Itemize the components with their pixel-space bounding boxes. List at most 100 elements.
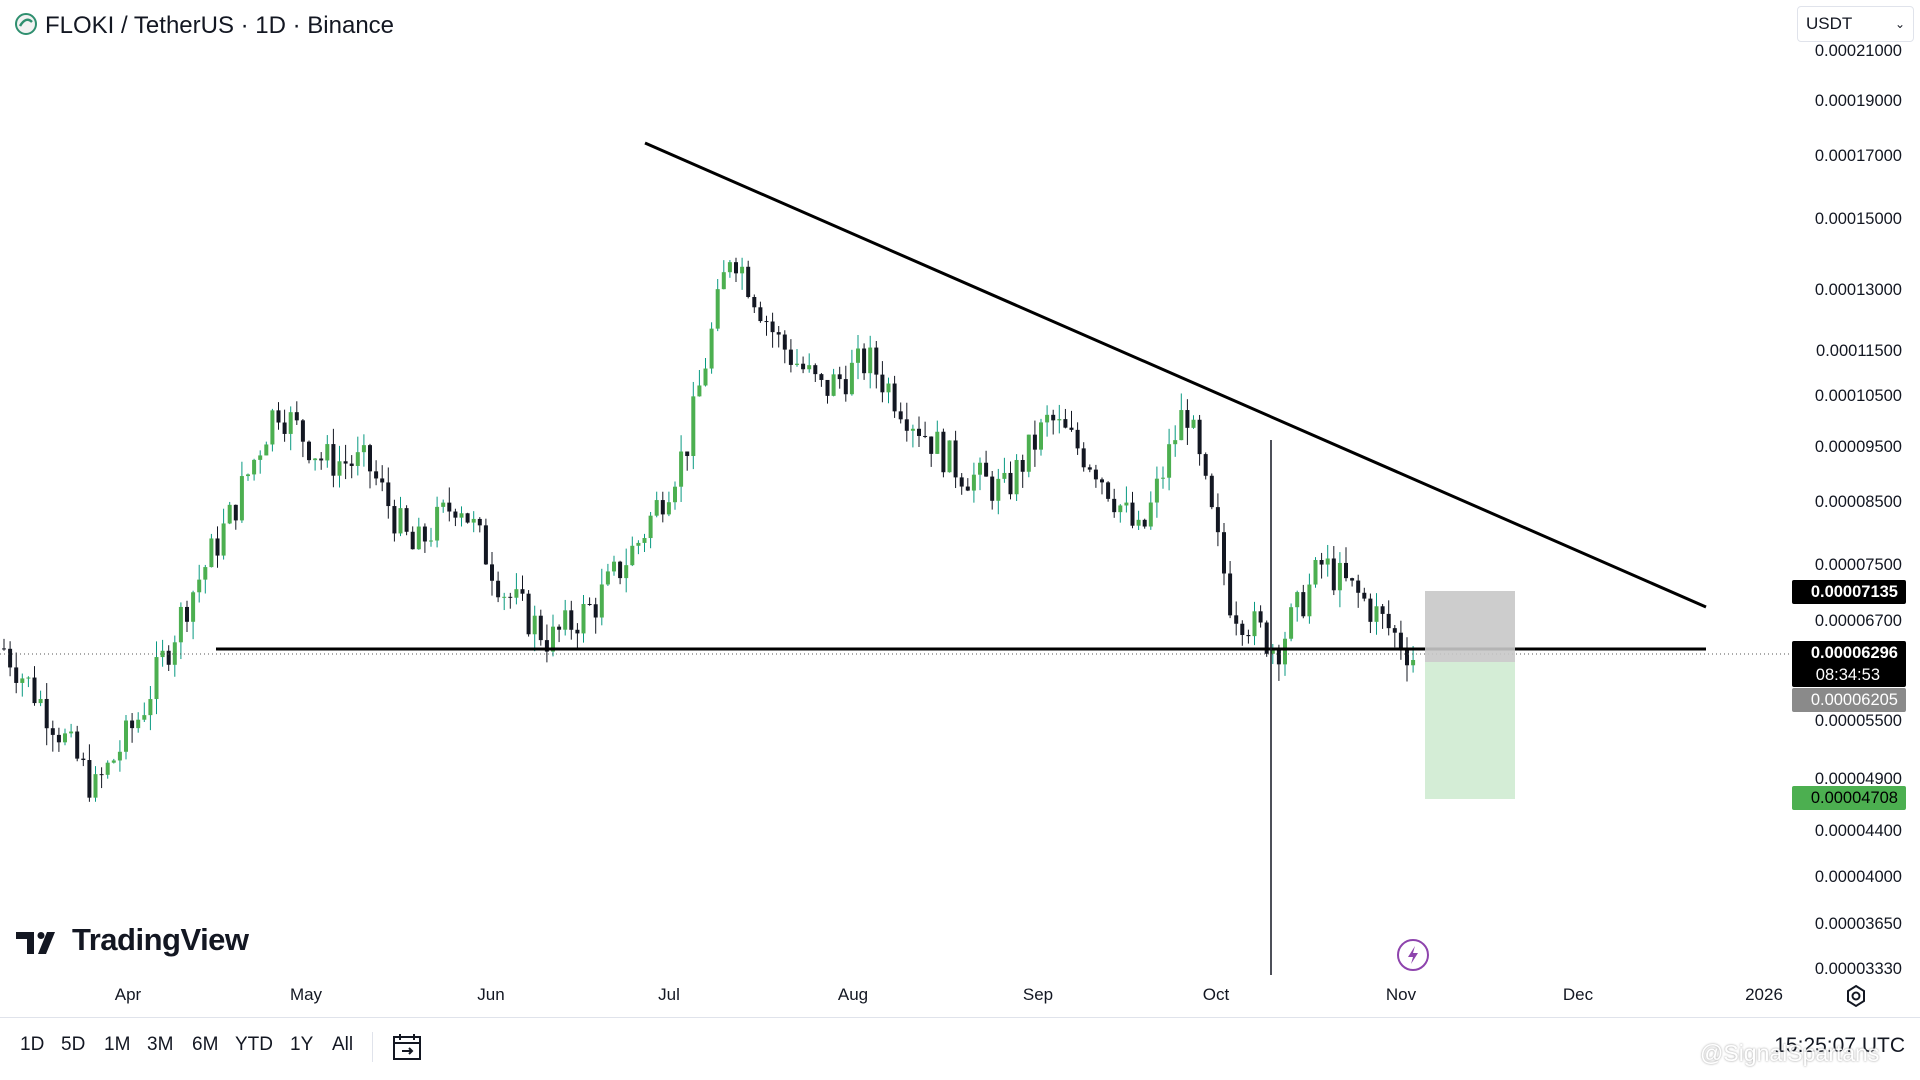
price-axis-label: 0.00019000 bbox=[1814, 92, 1902, 110]
candle-body bbox=[178, 606, 183, 643]
candle-body bbox=[429, 540, 433, 542]
symbol-title[interactable]: FLOKI / TetherUS · 1D · Binance bbox=[45, 12, 395, 39]
range-button-6m[interactable]: 6M bbox=[192, 1034, 219, 1055]
entry-tag: 0.00006205 bbox=[1792, 688, 1906, 712]
range-button-3m[interactable]: 3M bbox=[147, 1034, 174, 1055]
price-axis-label: 0.00003650 bbox=[1814, 915, 1902, 933]
candle-body bbox=[886, 383, 891, 393]
candle-body bbox=[569, 610, 574, 630]
candle-body bbox=[1356, 580, 1361, 593]
candle-body bbox=[166, 650, 171, 665]
candle-body bbox=[1130, 502, 1135, 526]
candle-body bbox=[142, 715, 147, 720]
candle-body bbox=[624, 565, 629, 579]
price-axis-label: 0.00005500 bbox=[1814, 712, 1902, 730]
candle-body bbox=[746, 266, 751, 297]
candle-body bbox=[2, 648, 6, 650]
candle-body bbox=[1362, 592, 1367, 599]
candle-body bbox=[1246, 634, 1251, 637]
candle-body bbox=[1289, 607, 1294, 639]
candle-body bbox=[831, 374, 836, 396]
candle-body bbox=[1063, 419, 1068, 428]
candle-body bbox=[807, 365, 812, 370]
candle-body bbox=[14, 667, 19, 683]
candle-body bbox=[782, 334, 787, 350]
candle-body bbox=[898, 411, 903, 420]
candle-body bbox=[1374, 606, 1379, 622]
candle-body bbox=[1093, 469, 1098, 480]
candle-body bbox=[788, 349, 793, 365]
candle-body bbox=[758, 307, 763, 322]
range-button-1d[interactable]: 1D bbox=[20, 1034, 45, 1055]
candle-body bbox=[276, 410, 281, 423]
price-axis-label: 0.00006700 bbox=[1814, 612, 1902, 630]
candle-body bbox=[636, 542, 641, 546]
candle-body bbox=[459, 513, 464, 518]
candle-body bbox=[1112, 498, 1117, 513]
candle-body bbox=[282, 422, 287, 434]
candle-body bbox=[666, 502, 671, 515]
candle-body bbox=[1295, 592, 1300, 608]
candle-body bbox=[990, 476, 995, 501]
lightning-icon bbox=[1397, 939, 1429, 971]
candle-body bbox=[904, 419, 909, 431]
candle-body bbox=[410, 531, 415, 550]
candle-body bbox=[307, 441, 311, 461]
candle-body bbox=[727, 262, 732, 273]
candle-body bbox=[270, 410, 275, 445]
candle-body bbox=[221, 523, 226, 556]
range-button-1m[interactable]: 1M bbox=[104, 1034, 131, 1055]
candle-body bbox=[361, 445, 366, 453]
candle-body bbox=[856, 348, 860, 363]
range-button-1y[interactable]: 1Y bbox=[290, 1034, 314, 1055]
candle-body bbox=[1222, 532, 1226, 574]
candle-body bbox=[197, 579, 202, 593]
candle-body bbox=[465, 513, 470, 523]
candle-body bbox=[673, 486, 677, 503]
candle-body bbox=[587, 603, 592, 605]
candle-body bbox=[1167, 444, 1172, 478]
candle-body bbox=[996, 478, 1001, 501]
candles-group bbox=[2, 257, 1416, 802]
candle-body bbox=[368, 445, 372, 472]
candle-body bbox=[508, 596, 513, 598]
range-button-all[interactable]: All bbox=[332, 1034, 354, 1055]
candle-body bbox=[422, 526, 427, 542]
candle-body bbox=[63, 733, 67, 743]
candle-body bbox=[8, 648, 13, 668]
price-axis-label: 0.00017000 bbox=[1814, 147, 1902, 165]
candle-body bbox=[111, 760, 116, 763]
candle-body bbox=[563, 610, 568, 630]
price-axis-label: 0.00007500 bbox=[1814, 556, 1902, 574]
range-button-5d[interactable]: 5D bbox=[61, 1034, 86, 1055]
candle-body bbox=[325, 444, 330, 461]
candle-body bbox=[935, 431, 940, 454]
candle-body bbox=[87, 760, 92, 798]
candle-body bbox=[441, 502, 446, 507]
candle-body bbox=[544, 640, 549, 652]
utc-clock[interactable]: 15:25:07 UTC bbox=[1774, 1034, 1905, 1057]
range-button-ytd[interactable]: YTD bbox=[235, 1034, 273, 1055]
candle-body bbox=[978, 462, 982, 475]
candle-body bbox=[1179, 410, 1184, 441]
candle-body bbox=[947, 440, 952, 473]
candle-body bbox=[154, 657, 159, 700]
price-axis-label: 0.00011500 bbox=[1816, 342, 1902, 360]
date-range-icon[interactable] bbox=[392, 1033, 422, 1061]
price-chart[interactable] bbox=[0, 0, 1790, 975]
candle-body bbox=[1002, 472, 1007, 479]
candle-body bbox=[984, 462, 989, 477]
candle-body bbox=[294, 412, 299, 421]
candle-body bbox=[941, 431, 946, 473]
countdown-timer: 08:34:53 bbox=[1815, 666, 1880, 684]
chart-header: FLOKI / TetherUS · 1D · Binance bbox=[0, 0, 1790, 48]
candle-body bbox=[917, 428, 921, 436]
price-axis-label: 0.00004400 bbox=[1814, 822, 1902, 840]
candle-body bbox=[398, 508, 403, 534]
candle-body bbox=[557, 626, 562, 630]
settings-icon[interactable] bbox=[1844, 984, 1868, 1008]
currency-select[interactable]: USDT ⌄ bbox=[1797, 6, 1914, 42]
price-axis-label: 0.00008500 bbox=[1814, 493, 1902, 511]
bottom-toolbar: 1D 5D 1M 3M 6M YTD 1Y All bbox=[0, 1017, 1920, 1078]
candle-body bbox=[1069, 427, 1074, 430]
